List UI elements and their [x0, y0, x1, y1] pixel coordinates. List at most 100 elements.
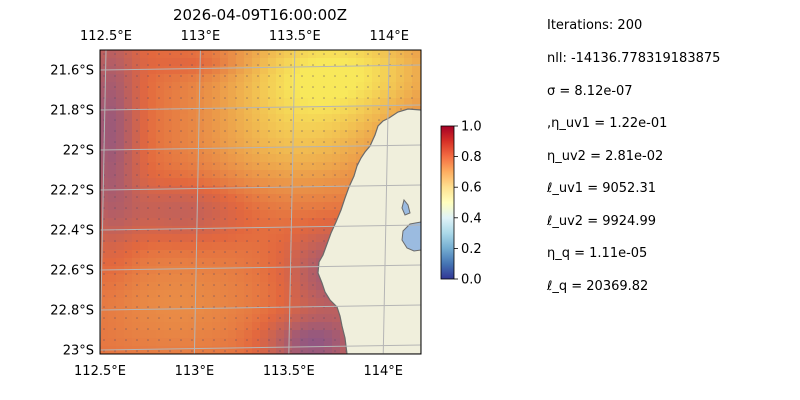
heat-cell	[156, 298, 164, 306]
heat-cell	[228, 218, 236, 226]
quiver-dot	[169, 317, 171, 319]
heat-cell	[188, 346, 196, 354]
heat-cell	[308, 50, 316, 58]
heat-cell	[196, 314, 204, 322]
heat-cell	[308, 66, 316, 74]
quiver-dot	[301, 108, 303, 110]
heat-cell	[276, 218, 284, 226]
heat-cell	[188, 170, 196, 178]
heat-cell	[204, 338, 212, 346]
heat-cell	[220, 50, 228, 58]
quiver-dot	[279, 328, 281, 330]
heat-cell	[324, 346, 332, 354]
quiver-dot	[103, 86, 105, 88]
heat-cell	[292, 82, 300, 90]
heat-cell	[284, 50, 292, 58]
heat-cell	[348, 50, 356, 58]
heat-cell	[180, 186, 188, 194]
quiver-dot	[345, 141, 347, 143]
heat-cell	[412, 66, 420, 74]
quiver-dot	[301, 130, 303, 132]
quiver-dot	[389, 75, 391, 77]
quiver-dot	[367, 141, 369, 143]
quiver-dot	[290, 328, 292, 330]
heat-cell	[276, 178, 284, 186]
heat-cell	[268, 58, 276, 66]
heat-cell	[244, 346, 252, 354]
heat-cell	[228, 194, 236, 202]
heat-cell	[172, 58, 180, 66]
quiver-dot	[136, 152, 138, 154]
quiver-dot	[268, 339, 270, 341]
heat-cell	[316, 178, 324, 186]
heat-cell	[316, 346, 324, 354]
quiver-dot	[147, 207, 149, 209]
heat-cell	[388, 90, 396, 98]
quiver-dot	[301, 163, 303, 165]
quiver-dot	[312, 262, 314, 264]
quiver-dot	[136, 97, 138, 99]
heat-cell	[308, 106, 316, 114]
heat-cell	[108, 314, 116, 322]
heat-cell	[180, 306, 188, 314]
heat-cell	[348, 154, 356, 162]
heat-cell	[236, 242, 244, 250]
quiver-dot	[224, 328, 226, 330]
heat-cell	[220, 194, 228, 202]
quiver-dot	[180, 174, 182, 176]
heat-cell	[292, 218, 300, 226]
colorbar-tick-label: 0.2	[461, 242, 482, 257]
quiver-dot	[224, 119, 226, 121]
heat-cell	[276, 162, 284, 170]
heat-cell	[116, 322, 124, 330]
heat-cell	[140, 138, 148, 146]
heat-cell	[276, 258, 284, 266]
heat-cell	[140, 66, 148, 74]
quiver-dot	[246, 229, 248, 231]
heat-cell	[316, 234, 324, 242]
quiver-dot	[180, 328, 182, 330]
heat-cell	[236, 218, 244, 226]
heat-cell	[332, 210, 340, 218]
heat-cell	[244, 282, 252, 290]
heat-cell	[324, 298, 332, 306]
heat-cell	[284, 194, 292, 202]
quiver-dot	[257, 284, 259, 286]
quiver-dot	[158, 185, 160, 187]
quiver-dot	[202, 240, 204, 242]
quiver-dot	[169, 306, 171, 308]
heat-cell	[300, 162, 308, 170]
quiver-dot	[246, 185, 248, 187]
heat-cell	[292, 186, 300, 194]
heat-cell	[228, 74, 236, 82]
quiver-dot	[312, 339, 314, 341]
heat-cell	[196, 322, 204, 330]
heat-cell	[356, 106, 364, 114]
heat-cell	[172, 298, 180, 306]
quiver-dot	[103, 317, 105, 319]
quiver-dot	[411, 86, 413, 88]
heat-cell	[212, 226, 220, 234]
quiver-dot	[213, 75, 215, 77]
heat-cell	[220, 58, 228, 66]
heat-cell	[332, 346, 340, 354]
heat-cell	[172, 194, 180, 202]
heat-cell	[164, 138, 172, 146]
heat-cell	[172, 274, 180, 282]
quiver-dot	[158, 174, 160, 176]
heat-cell	[332, 50, 340, 58]
quiver-dot	[114, 295, 116, 297]
quiver-dot	[224, 163, 226, 165]
quiver-dot	[246, 108, 248, 110]
heat-cell	[140, 330, 148, 338]
heat-cell	[388, 50, 396, 58]
heat-cell	[412, 50, 420, 58]
heat-cell	[108, 170, 116, 178]
heat-cell	[140, 306, 148, 314]
heat-cell	[220, 282, 228, 290]
heat-cell	[204, 346, 212, 354]
heat-cell	[284, 298, 292, 306]
heat-cell	[236, 290, 244, 298]
heat-cell	[308, 114, 316, 122]
heat-cell	[212, 258, 220, 266]
